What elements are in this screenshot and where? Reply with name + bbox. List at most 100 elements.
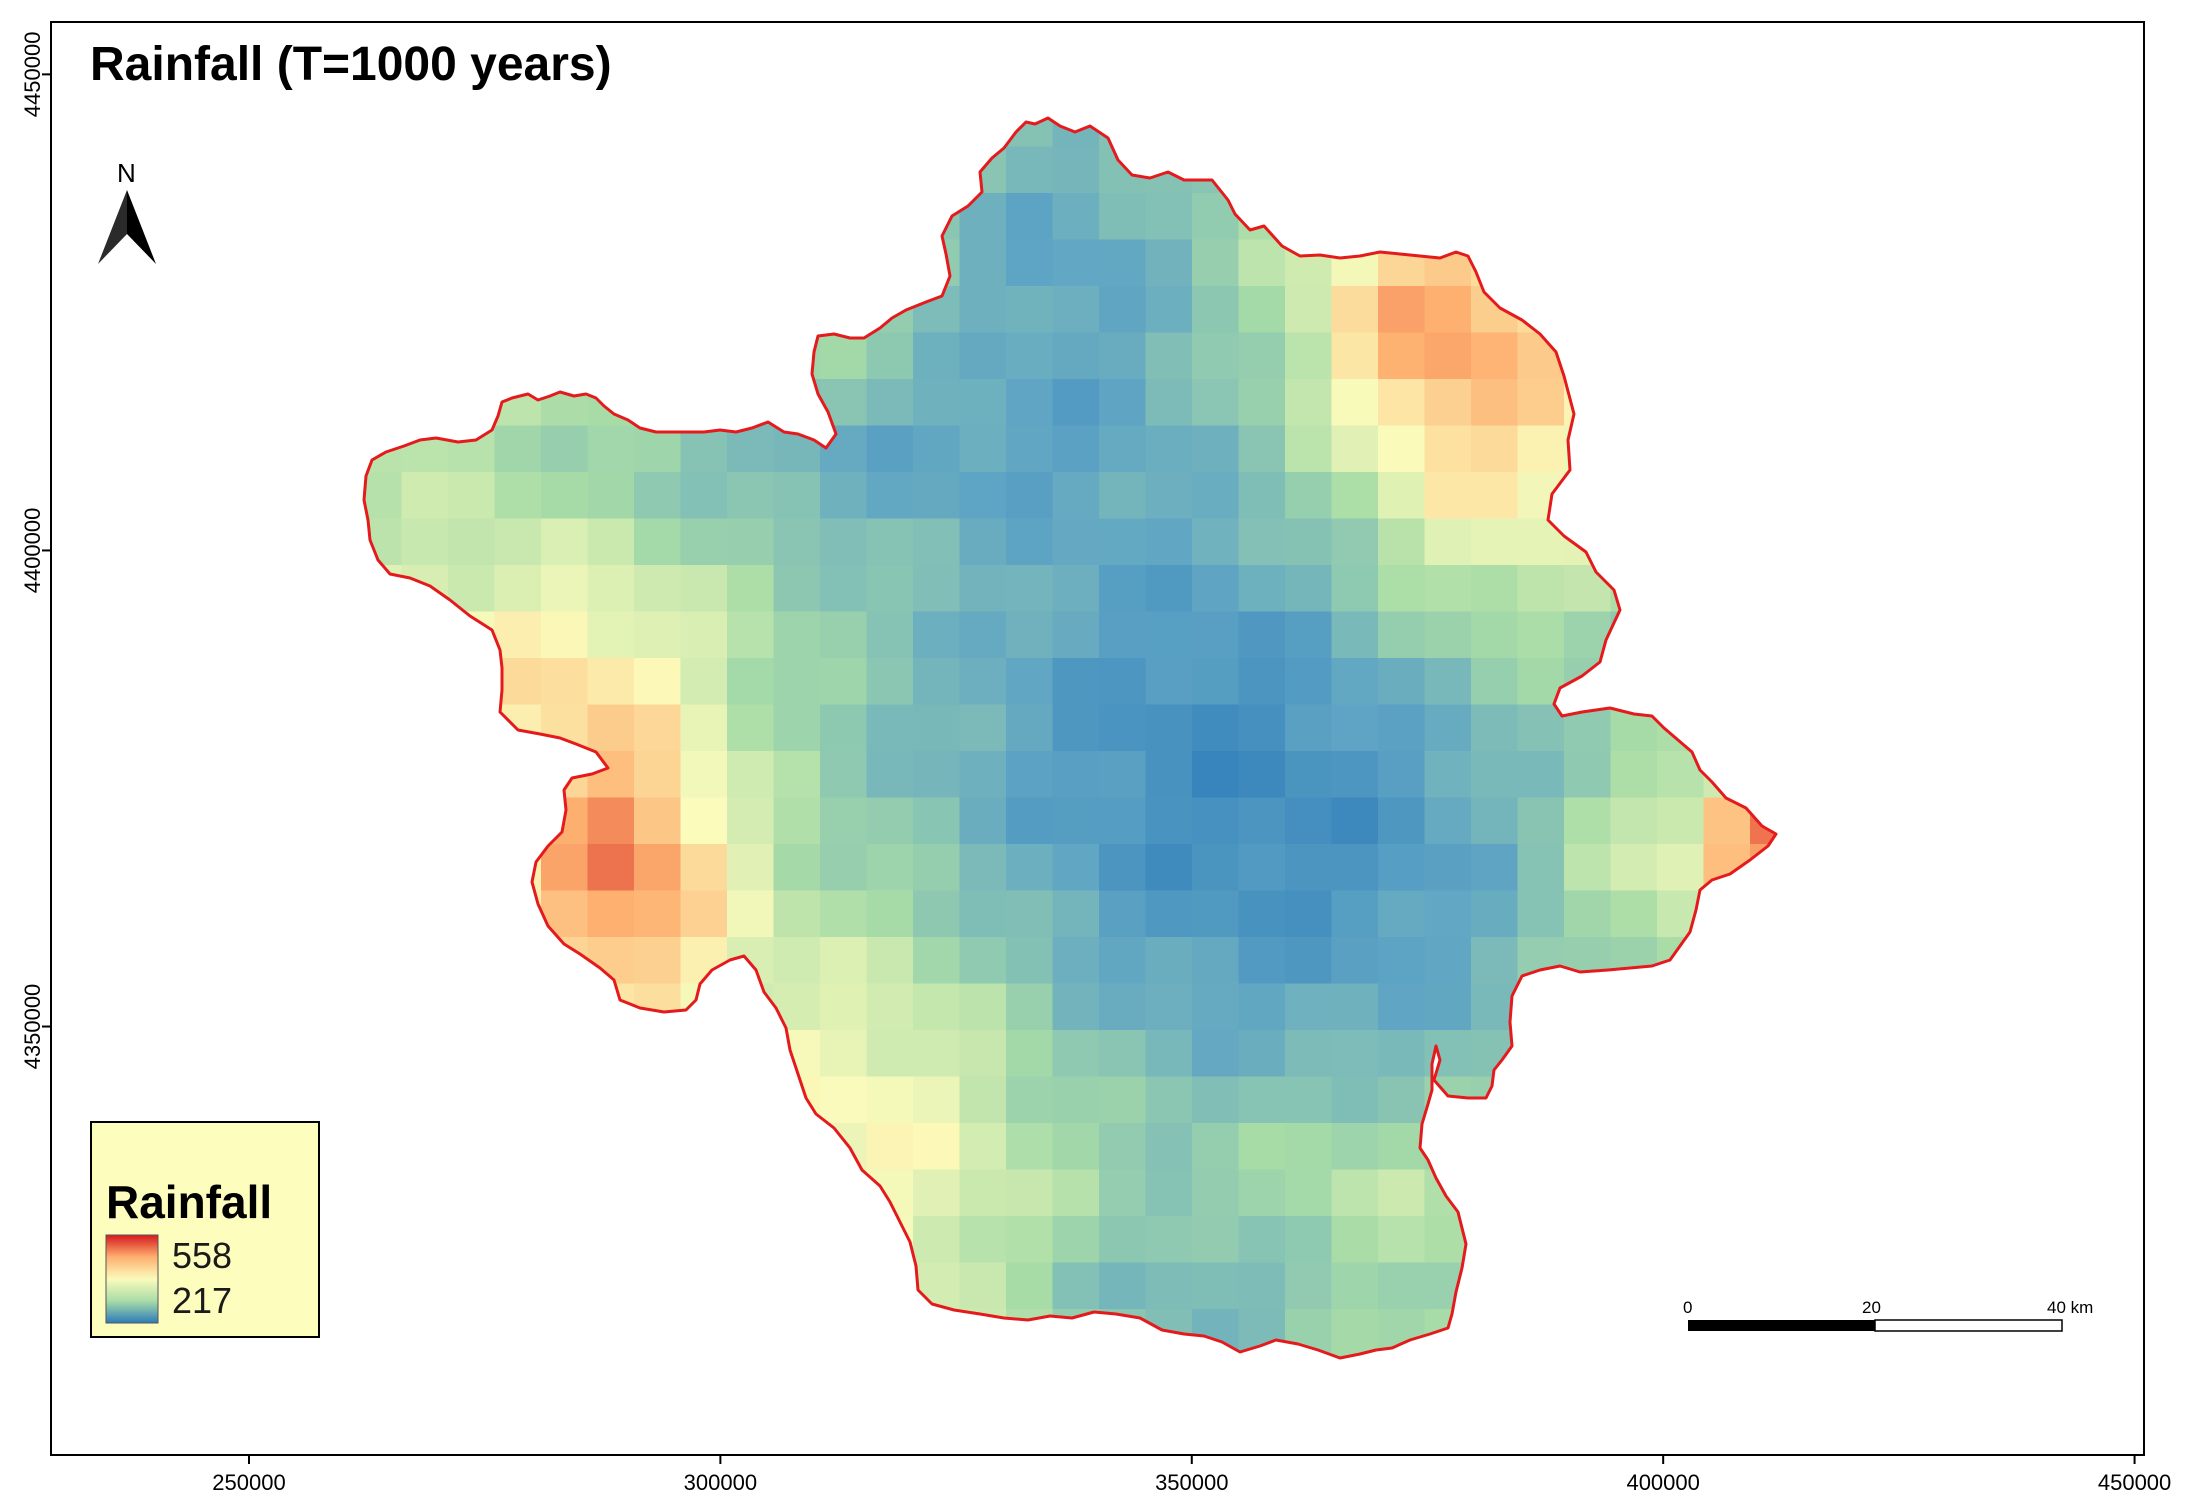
raster-cell [1285,425,1333,473]
raster-cell [587,890,635,938]
raster-cell [680,518,728,566]
raster-cell [959,937,1007,985]
raster-cell [1052,1123,1100,1171]
raster-cell [1285,1216,1333,1264]
raster-cell [866,890,914,938]
raster-cell [1378,890,1426,938]
raster-cell [959,1030,1007,1078]
raster-cell [1238,658,1286,706]
raster-cell [866,704,914,752]
raster-cell [634,611,682,659]
raster-cell [541,611,589,659]
raster-cell [1285,611,1333,659]
raster-cell [1285,472,1333,520]
raster-cell [820,797,868,845]
raster-cell [1006,1169,1054,1217]
raster-cell [1238,1216,1286,1264]
raster-cell [773,797,821,845]
raster-cell [1657,844,1705,892]
raster-cell [959,332,1007,380]
raster-cell [494,518,542,566]
raster-cell [1378,286,1426,334]
raster-cell [1331,1169,1379,1217]
raster-cell [1331,1309,1379,1357]
raster-cell [680,611,728,659]
raster-cell [820,890,868,938]
raster-cell [913,704,961,752]
raster-cell [1099,1262,1147,1310]
raster-cell [1285,658,1333,706]
raster-cell [820,751,868,799]
raster-cell [1238,239,1286,287]
raster-cell [1331,704,1379,752]
raster-cell [1052,797,1100,845]
raster-cell [773,890,821,938]
raster-cell [448,472,496,520]
raster-cell [1192,611,1240,659]
raster-cell [1192,286,1240,334]
raster-cell [1238,286,1286,334]
raster-cell [913,797,961,845]
raster-cell [1006,379,1054,427]
raster-cell [913,565,961,613]
raster-cell [541,844,589,892]
raster-cell [959,1076,1007,1124]
raster-cell [1378,797,1426,845]
raster-cell [634,518,682,566]
raster-cell [587,472,635,520]
raster-cell [1378,425,1426,473]
raster-cell [959,983,1007,1031]
raster-cell [1238,565,1286,613]
raster-cell [634,565,682,613]
raster-cell [634,751,682,799]
legend-title: Rainfall [106,1176,272,1228]
raster-cell [1052,239,1100,287]
raster-cell [1099,193,1147,241]
raster-cell [1285,1030,1333,1078]
raster-cell [680,704,728,752]
raster-cell [1145,611,1193,659]
raster-cell [1285,704,1333,752]
raster-cell [1145,844,1193,892]
raster-cell [1471,332,1519,380]
raster-cell [1052,983,1100,1031]
raster-cell [1238,890,1286,938]
raster-cell [1192,379,1240,427]
y-tick-label: 4350000 [20,984,45,1070]
raster-cell [1192,844,1240,892]
raster-cell [1006,1216,1054,1264]
raster-cell [1378,1216,1426,1264]
raster-cell [959,239,1007,287]
raster-cell [1099,379,1147,427]
raster-cell [959,844,1007,892]
raster-cell [1285,751,1333,799]
raster-cell [1052,890,1100,938]
raster-cell [1471,937,1519,985]
raster-cell [1424,797,1472,845]
raster-cell [866,658,914,706]
raster-cell [1099,844,1147,892]
raster-cell [1006,1123,1054,1171]
raster-cell [727,704,775,752]
raster-cell [1145,332,1193,380]
raster-cell [1192,1030,1240,1078]
raster-cell [913,890,961,938]
raster-cell [1424,379,1472,427]
raster-cell [913,844,961,892]
raster-cell [866,937,914,985]
raster-cell [1006,890,1054,938]
raster-cell [1238,1030,1286,1078]
raster-cell [820,844,868,892]
raster-cell [1285,286,1333,334]
raster-cell [1471,751,1519,799]
raster-cell [1006,518,1054,566]
raster-cell [1145,983,1193,1031]
y-tick-label: 4400000 [20,508,45,594]
raster-cell [1517,704,1565,752]
raster-cell [913,332,961,380]
raster-cell [1099,472,1147,520]
raster-cell [1517,611,1565,659]
raster-cell [1378,1076,1426,1124]
raster-cell [1145,565,1193,613]
raster-cell [1099,1169,1147,1217]
